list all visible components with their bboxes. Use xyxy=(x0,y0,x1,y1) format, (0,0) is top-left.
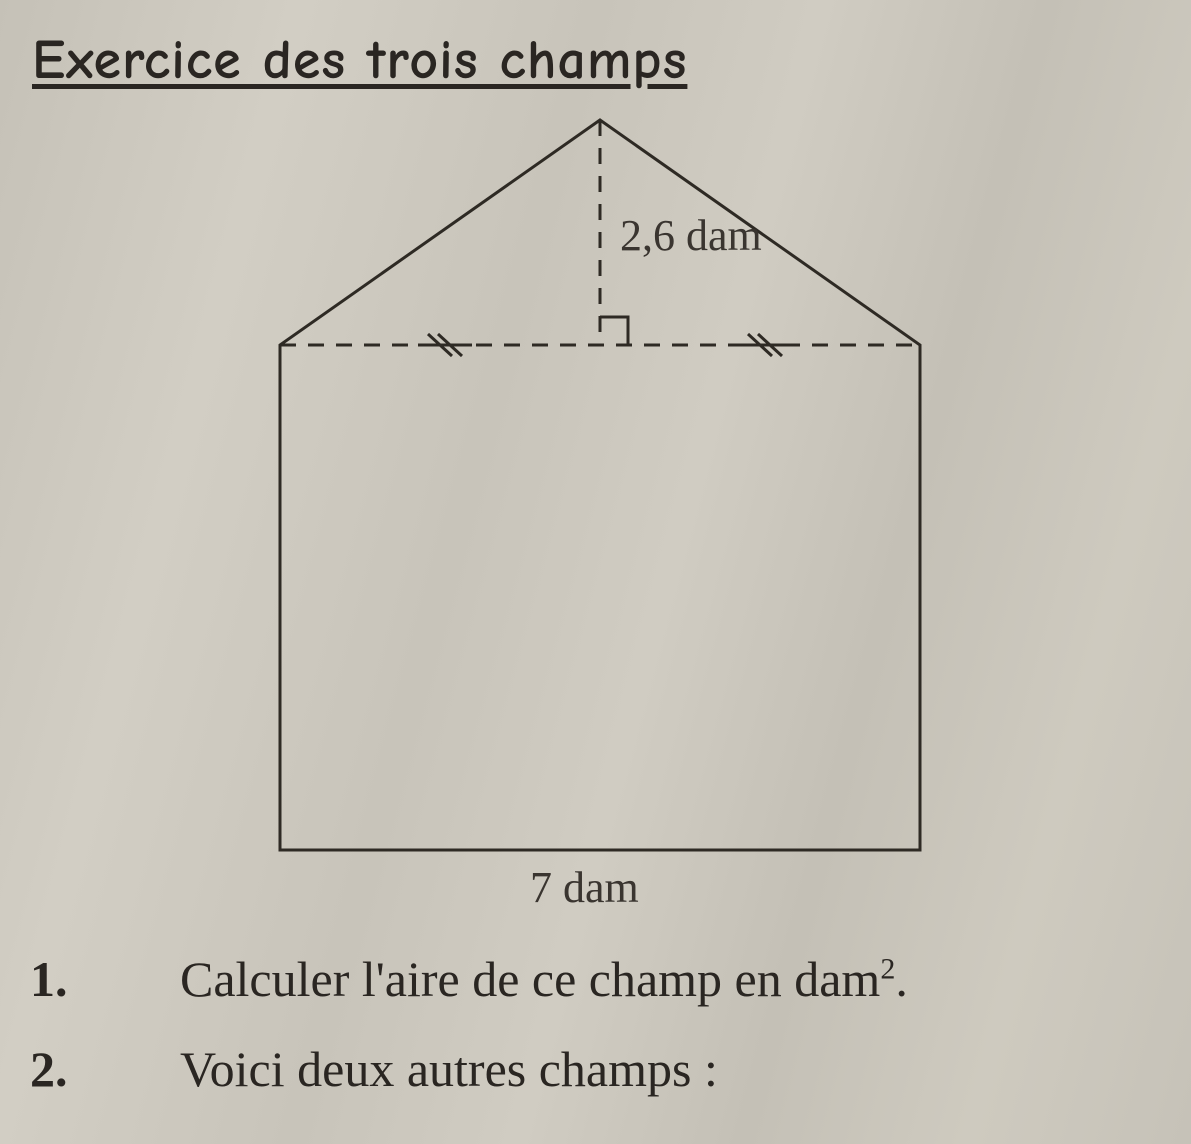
question-2-text: Voici deux autres champs : xyxy=(180,1040,718,1098)
page-root: Exercice des trois champs xyxy=(0,0,1191,1144)
exercise-title: Exercice des trois champs xyxy=(32,28,687,92)
question-1-text: Calculer l'aire de ce champ en dam2. xyxy=(180,950,908,1008)
question-1: 1. Calculer l'aire de ce champ en dam2. xyxy=(30,950,1181,1008)
question-2: 2. Voici deux autres champs : xyxy=(30,1040,1181,1098)
geometry-figure: 2,6 dam 4,7 dam 7 dam xyxy=(200,110,1000,910)
questions-block: 1. Calculer l'aire de ce champ en dam2. … xyxy=(30,950,1181,1130)
house-pentagon-svg: 2,6 dam 4,7 dam 7 dam xyxy=(200,110,1000,910)
tick-mark-right xyxy=(738,334,792,356)
right-angle-marker xyxy=(600,317,628,345)
tick-mark-left xyxy=(418,334,472,356)
label-triangle-height: 2,6 dam xyxy=(620,211,762,260)
question-1-number: 1. xyxy=(30,950,180,1008)
label-base-width: 7 dam xyxy=(530,863,639,910)
squared-exponent: 2 xyxy=(880,952,895,985)
question-2-number: 2. xyxy=(30,1040,180,1098)
pentagon-outline xyxy=(280,120,920,850)
